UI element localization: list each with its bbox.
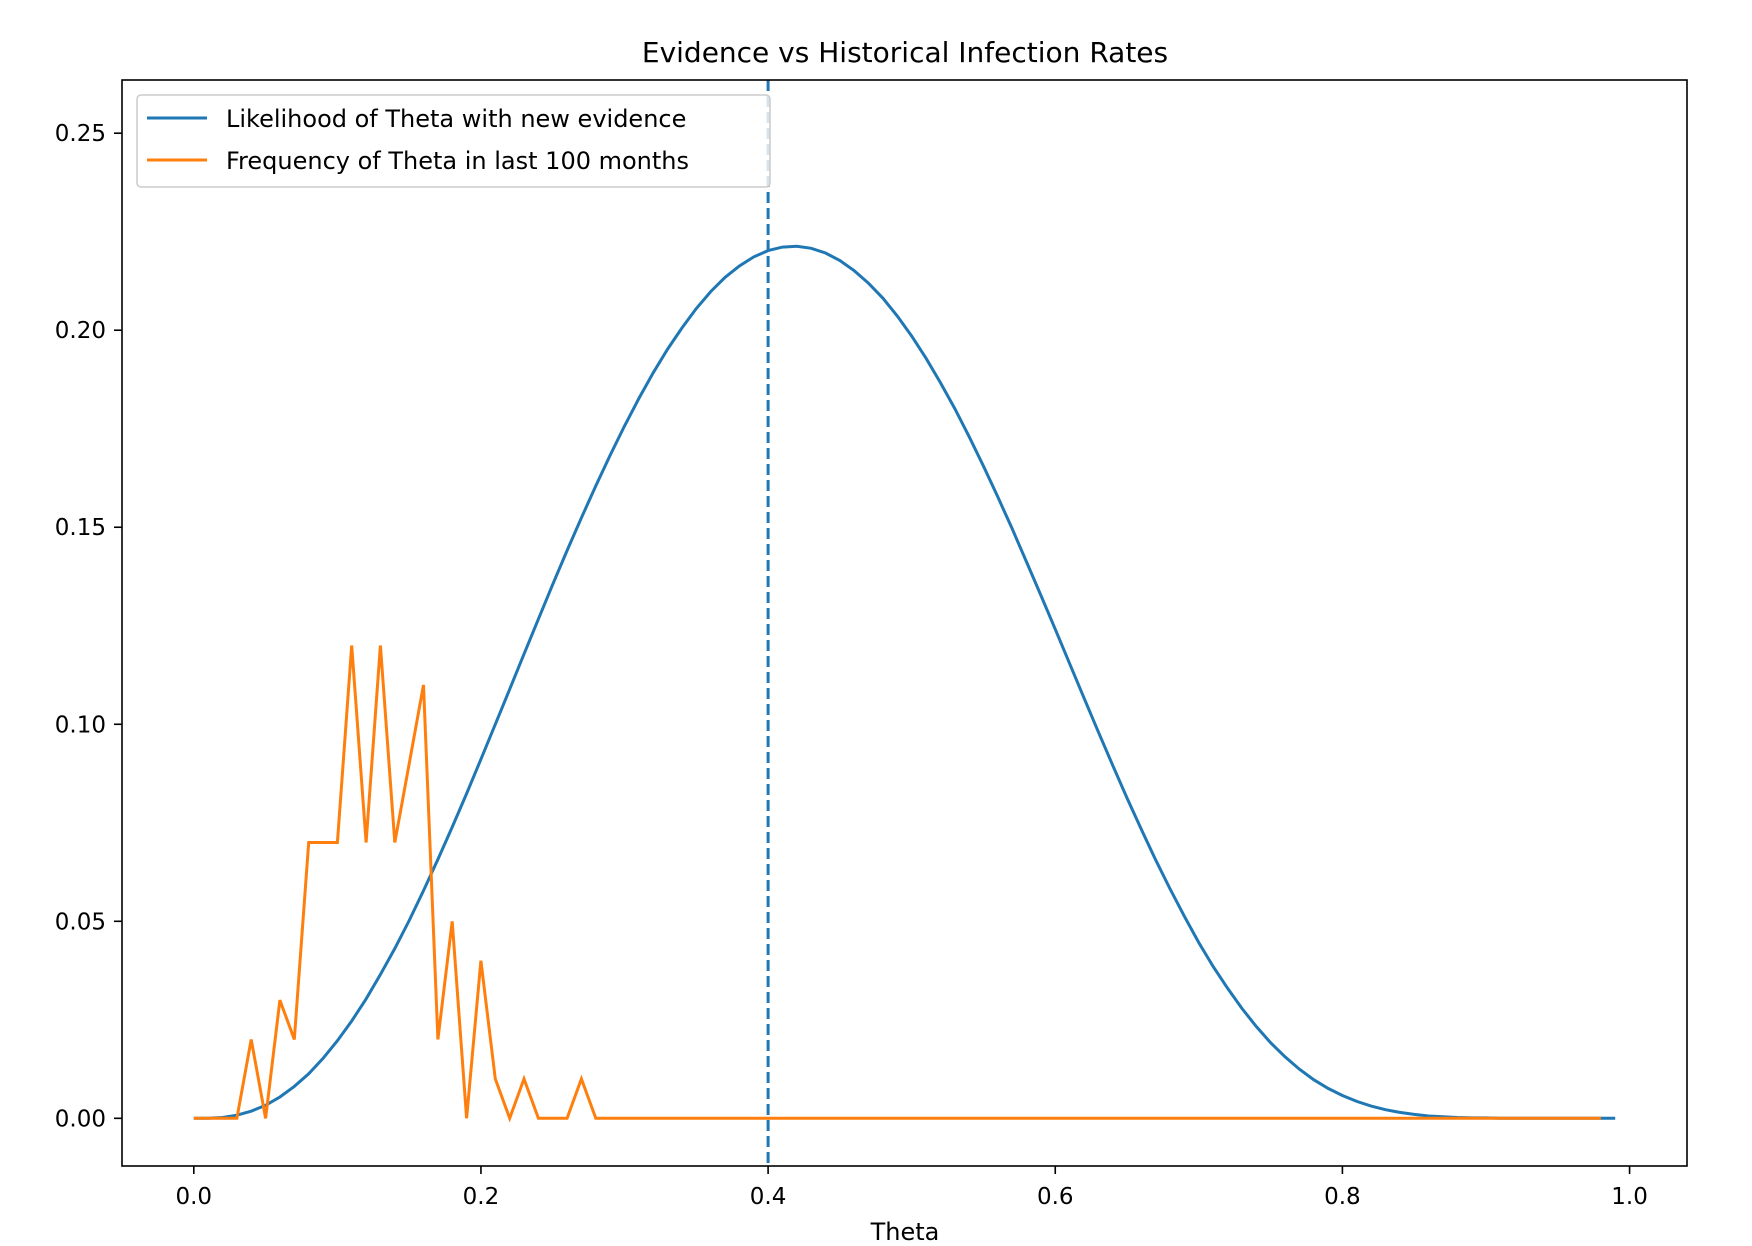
legend-box: [136, 94, 771, 188]
y-tick-label: 0.10: [55, 712, 106, 738]
y-tick-label: 0.05: [55, 909, 106, 935]
series-line-1: [193, 244, 1616, 1120]
x-tick-label: 0.4: [750, 1184, 787, 1210]
axes-frame: [121, 79, 1688, 1167]
y-tick-label: 0.00: [55, 1106, 106, 1132]
y-tick-label: 0.25: [55, 121, 106, 147]
x-tick-label: 0.6: [1037, 1184, 1074, 1210]
legend: Likelihood of Theta with new evidence Fre…: [136, 94, 771, 188]
chart-title: Evidence vs Historical Infection Rates: [642, 36, 1168, 69]
x-tick-label: 1.0: [1611, 1184, 1648, 1210]
x-tick-label: 0.2: [463, 1184, 500, 1210]
y-tick-label: 0.15: [55, 515, 106, 541]
legend-label-1: Likelihood of Theta with new evidence: [226, 105, 686, 133]
y-axis: 0.00 0.05 0.10 0.15 0.20 0.25: [55, 121, 122, 1132]
series-line-2: [193, 645, 1601, 1123]
plot-area: [193, 80, 1616, 1166]
x-axis-label: Theta: [870, 1218, 940, 1246]
x-tick-label: 0.8: [1324, 1184, 1361, 1210]
x-axis: 0.0 0.2 0.4 0.6 0.8 1.0: [175, 1166, 1648, 1210]
x-tick-label: 0.0: [175, 1184, 212, 1210]
legend-label-2: Frequency of Theta in last 100 months: [226, 147, 689, 175]
y-tick-label: 0.20: [55, 318, 106, 344]
